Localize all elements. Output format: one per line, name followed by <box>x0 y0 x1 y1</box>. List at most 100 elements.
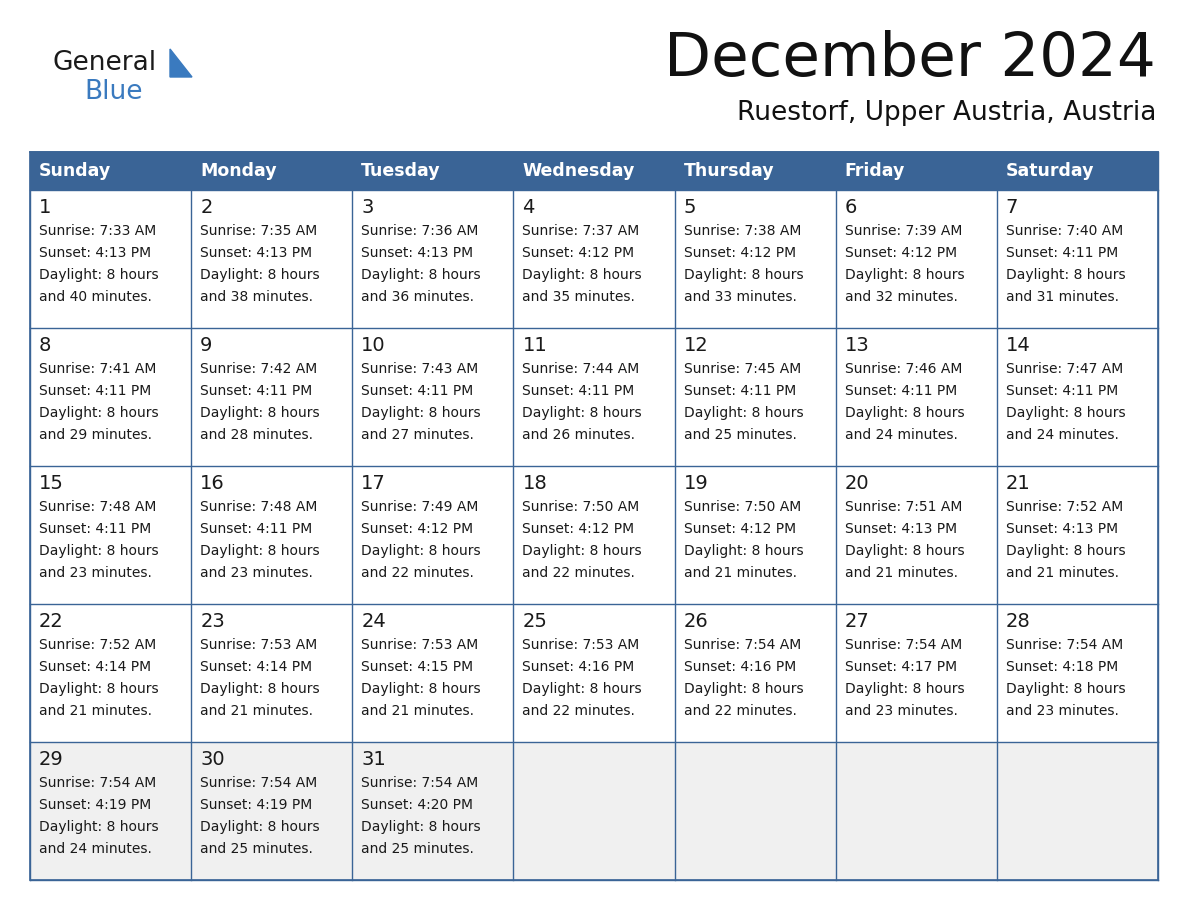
Text: Sunrise: 7:48 AM: Sunrise: 7:48 AM <box>200 500 317 514</box>
Text: 7: 7 <box>1006 198 1018 217</box>
Bar <box>675 328 835 466</box>
Text: Sunset: 4:16 PM: Sunset: 4:16 PM <box>523 660 634 674</box>
Text: Sunrise: 7:42 AM: Sunrise: 7:42 AM <box>200 362 317 376</box>
Text: Daylight: 8 hours: Daylight: 8 hours <box>845 268 965 282</box>
Text: Sunset: 4:14 PM: Sunset: 4:14 PM <box>39 660 151 674</box>
Bar <box>513 328 675 466</box>
Text: Daylight: 8 hours: Daylight: 8 hours <box>523 406 642 420</box>
Bar <box>835 328 997 466</box>
Text: Daylight: 8 hours: Daylight: 8 hours <box>200 268 320 282</box>
Text: Friday: Friday <box>845 162 905 180</box>
Text: Daylight: 8 hours: Daylight: 8 hours <box>1006 268 1125 282</box>
Text: and 25 minutes.: and 25 minutes. <box>683 428 796 442</box>
Text: Daylight: 8 hours: Daylight: 8 hours <box>523 682 642 696</box>
Text: Sunrise: 7:54 AM: Sunrise: 7:54 AM <box>1006 638 1123 652</box>
Bar <box>30 152 1158 880</box>
Text: Daylight: 8 hours: Daylight: 8 hours <box>361 682 481 696</box>
Text: 10: 10 <box>361 336 386 355</box>
Text: and 23 minutes.: and 23 minutes. <box>845 704 958 718</box>
Text: Sunrise: 7:53 AM: Sunrise: 7:53 AM <box>361 638 479 652</box>
Text: 29: 29 <box>39 750 64 769</box>
Text: Sunset: 4:13 PM: Sunset: 4:13 PM <box>1006 522 1118 536</box>
Bar <box>997 152 1158 190</box>
Text: Sunrise: 7:54 AM: Sunrise: 7:54 AM <box>845 638 962 652</box>
Text: Sunset: 4:12 PM: Sunset: 4:12 PM <box>523 522 634 536</box>
Bar <box>30 190 191 328</box>
Text: Daylight: 8 hours: Daylight: 8 hours <box>200 682 320 696</box>
Text: Daylight: 8 hours: Daylight: 8 hours <box>1006 544 1125 558</box>
Bar <box>675 190 835 328</box>
Text: Sunrise: 7:46 AM: Sunrise: 7:46 AM <box>845 362 962 376</box>
Text: Daylight: 8 hours: Daylight: 8 hours <box>39 682 159 696</box>
Bar <box>675 466 835 604</box>
Text: and 21 minutes.: and 21 minutes. <box>845 566 958 580</box>
Text: and 23 minutes.: and 23 minutes. <box>200 566 312 580</box>
Text: 28: 28 <box>1006 612 1031 631</box>
Text: Sunset: 4:15 PM: Sunset: 4:15 PM <box>361 660 473 674</box>
Bar <box>513 604 675 742</box>
Text: and 26 minutes.: and 26 minutes. <box>523 428 636 442</box>
Text: 30: 30 <box>200 750 225 769</box>
Text: Sunset: 4:12 PM: Sunset: 4:12 PM <box>683 246 796 260</box>
Text: Sunset: 4:11 PM: Sunset: 4:11 PM <box>1006 246 1118 260</box>
Text: Sunrise: 7:36 AM: Sunrise: 7:36 AM <box>361 224 479 238</box>
Text: Sunset: 4:11 PM: Sunset: 4:11 PM <box>683 384 796 398</box>
Text: Sunset: 4:13 PM: Sunset: 4:13 PM <box>845 522 956 536</box>
Text: Sunset: 4:20 PM: Sunset: 4:20 PM <box>361 798 473 812</box>
Text: Daylight: 8 hours: Daylight: 8 hours <box>361 820 481 834</box>
Text: and 22 minutes.: and 22 minutes. <box>683 704 796 718</box>
Text: Sunset: 4:18 PM: Sunset: 4:18 PM <box>1006 660 1118 674</box>
Text: Daylight: 8 hours: Daylight: 8 hours <box>361 406 481 420</box>
Text: Sunrise: 7:47 AM: Sunrise: 7:47 AM <box>1006 362 1123 376</box>
Text: Sunrise: 7:33 AM: Sunrise: 7:33 AM <box>39 224 157 238</box>
Text: Daylight: 8 hours: Daylight: 8 hours <box>1006 682 1125 696</box>
Text: 31: 31 <box>361 750 386 769</box>
Text: and 25 minutes.: and 25 minutes. <box>200 842 312 856</box>
Text: 1: 1 <box>39 198 51 217</box>
Bar <box>835 604 997 742</box>
Text: Daylight: 8 hours: Daylight: 8 hours <box>683 268 803 282</box>
Bar <box>675 604 835 742</box>
Bar <box>835 190 997 328</box>
Text: and 21 minutes.: and 21 minutes. <box>1006 566 1119 580</box>
Text: Daylight: 8 hours: Daylight: 8 hours <box>39 268 159 282</box>
Text: 24: 24 <box>361 612 386 631</box>
Text: Sunrise: 7:54 AM: Sunrise: 7:54 AM <box>200 776 317 790</box>
Text: Daylight: 8 hours: Daylight: 8 hours <box>200 820 320 834</box>
Bar <box>675 152 835 190</box>
Text: Sunrise: 7:43 AM: Sunrise: 7:43 AM <box>361 362 479 376</box>
Bar <box>675 742 835 880</box>
Text: Sunrise: 7:40 AM: Sunrise: 7:40 AM <box>1006 224 1123 238</box>
Text: and 32 minutes.: and 32 minutes. <box>845 290 958 304</box>
Text: 4: 4 <box>523 198 535 217</box>
Bar <box>513 190 675 328</box>
Text: Sunrise: 7:39 AM: Sunrise: 7:39 AM <box>845 224 962 238</box>
Text: and 36 minutes.: and 36 minutes. <box>361 290 474 304</box>
Bar <box>191 152 353 190</box>
Text: Sunset: 4:13 PM: Sunset: 4:13 PM <box>361 246 473 260</box>
Text: Daylight: 8 hours: Daylight: 8 hours <box>361 544 481 558</box>
Text: and 21 minutes.: and 21 minutes. <box>200 704 314 718</box>
Text: 22: 22 <box>39 612 64 631</box>
Text: Tuesday: Tuesday <box>361 162 441 180</box>
Text: and 29 minutes.: and 29 minutes. <box>39 428 152 442</box>
Text: Sunrise: 7:38 AM: Sunrise: 7:38 AM <box>683 224 801 238</box>
Text: 14: 14 <box>1006 336 1031 355</box>
Text: Sunrise: 7:53 AM: Sunrise: 7:53 AM <box>200 638 317 652</box>
Bar <box>513 742 675 880</box>
Text: Daylight: 8 hours: Daylight: 8 hours <box>39 406 159 420</box>
Bar <box>997 190 1158 328</box>
Text: Sunrise: 7:54 AM: Sunrise: 7:54 AM <box>39 776 157 790</box>
Bar <box>191 190 353 328</box>
Text: Sunset: 4:12 PM: Sunset: 4:12 PM <box>845 246 956 260</box>
Text: and 23 minutes.: and 23 minutes. <box>39 566 152 580</box>
Bar <box>835 742 997 880</box>
Text: Daylight: 8 hours: Daylight: 8 hours <box>39 820 159 834</box>
Bar <box>353 466 513 604</box>
Bar <box>997 604 1158 742</box>
Text: Wednesday: Wednesday <box>523 162 634 180</box>
Text: Sunset: 4:13 PM: Sunset: 4:13 PM <box>39 246 151 260</box>
Text: 18: 18 <box>523 474 548 493</box>
Text: and 21 minutes.: and 21 minutes. <box>39 704 152 718</box>
Text: and 33 minutes.: and 33 minutes. <box>683 290 796 304</box>
